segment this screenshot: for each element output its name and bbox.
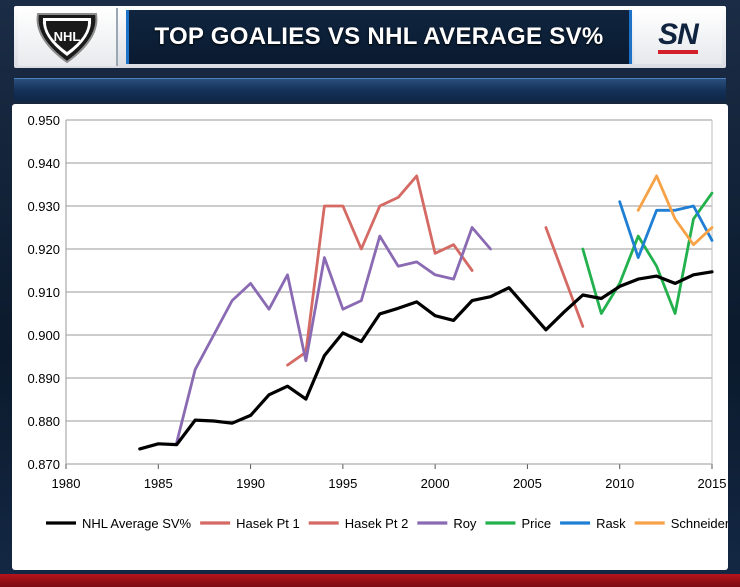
legend-label: Hasek Pt 1 xyxy=(236,516,300,531)
y-tick-label: 0.870 xyxy=(27,457,60,472)
x-tick-label: 2010 xyxy=(605,476,634,491)
y-tick-label: 0.950 xyxy=(27,113,60,128)
series-line-schneider xyxy=(636,174,714,247)
y-tick-label: 0.930 xyxy=(27,199,60,214)
x-tick-label: 1980 xyxy=(52,476,81,491)
nhl-logo-text: NHL xyxy=(54,29,81,44)
y-tick-label: 0.920 xyxy=(27,242,60,257)
legend-label: Schneider xyxy=(671,516,728,531)
header-bar: NHL TOP GOALIES VS NHL AVERAGE SV% SN xyxy=(14,6,726,68)
axes-layer: 0.870 0.880 0.890 0.900 0.910 0.920 0.930 0.940… xyxy=(27,113,726,491)
sn-logo-text: SN xyxy=(658,20,699,54)
x-tick-label: 1985 xyxy=(144,476,173,491)
series-line-price xyxy=(581,191,714,315)
x-tick-label: 2000 xyxy=(421,476,450,491)
nhl-logo: NHL xyxy=(18,8,118,66)
line-chart: 0.870 0.880 0.890 0.900 0.910 0.920 0.930 0.940… xyxy=(27,113,730,531)
sn-logo: SN xyxy=(634,10,722,64)
x-tick-label: 1995 xyxy=(328,476,357,491)
legend-label: NHL Average SV% xyxy=(82,516,192,531)
legend-label: Roy xyxy=(453,516,477,531)
series-layer xyxy=(138,174,714,451)
bottom-bar xyxy=(0,574,740,587)
header-subbar xyxy=(14,78,726,101)
nhl-shield-icon: NHL xyxy=(36,13,98,64)
series-line-hasek-pt-1 xyxy=(286,174,474,367)
chart-title: TOP GOALIES VS NHL AVERAGE SV% xyxy=(154,23,604,50)
legend-label: Hasek Pt 2 xyxy=(345,516,409,531)
series-line-roy xyxy=(175,226,492,444)
series-line-hasek-pt-2 xyxy=(544,226,585,328)
x-tick-label: 2005 xyxy=(513,476,542,491)
legend: NHL Average SV% Hasek Pt 1 Hasek Pt 2 Roy Pr… xyxy=(46,516,730,531)
x-tick-label: 2015 xyxy=(698,476,727,491)
title-band: TOP GOALIES VS NHL AVERAGE SV% xyxy=(126,10,632,64)
chart-panel: 0.870 0.880 0.890 0.900 0.910 0.920 0.930 0.940… xyxy=(12,104,730,570)
y-tick-label: 0.880 xyxy=(27,414,60,429)
y-tick-label: 0.940 xyxy=(27,156,60,171)
series-line-nhl-average-sv xyxy=(138,270,714,451)
legend-label: Rask xyxy=(596,516,626,531)
y-tick-label: 0.890 xyxy=(27,371,60,386)
legend-label: Price xyxy=(521,516,551,531)
series-line-rask xyxy=(618,200,714,260)
y-tick-label: 0.900 xyxy=(27,328,60,343)
y-tick-label: 0.910 xyxy=(27,285,60,300)
x-tick-label: 1990 xyxy=(236,476,265,491)
